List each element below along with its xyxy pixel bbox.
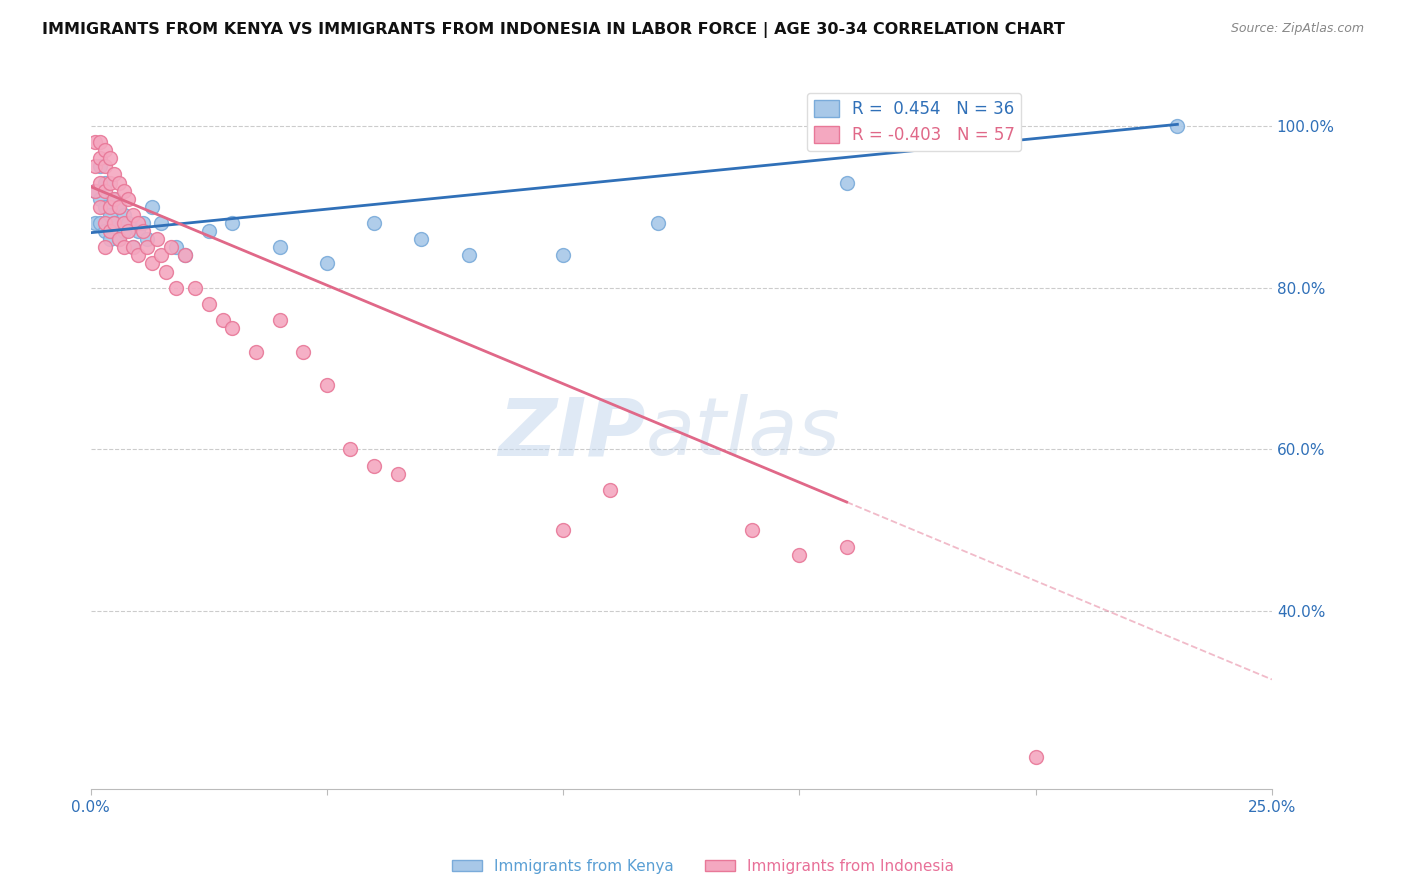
Point [103,216,125,230]
Point [94,240,117,254]
Legend: R =  0.454   N = 36, R = -0.403   N = 57: R = 0.454 N = 36, R = -0.403 N = 57 [807,93,1021,151]
Point [94,200,117,214]
Point [221,216,243,230]
Point [553,248,575,262]
Point [117,216,139,230]
Point [131,216,153,230]
Point [197,224,219,238]
Point [103,192,125,206]
Point [1166,119,1188,133]
Point [789,548,811,562]
Point [89,192,111,206]
Point [165,281,187,295]
Text: IMMIGRANTS FROM KENYA VS IMMIGRANTS FROM INDONESIA IN LABOR FORCE | AGE 30-34 CO: IMMIGRANTS FROM KENYA VS IMMIGRANTS FROM… [42,22,1066,38]
Point [84,216,107,230]
Point [150,248,173,262]
Point [98,208,121,222]
Text: atlas: atlas [645,394,841,472]
Point [94,143,117,157]
Point [89,160,111,174]
Point [1025,749,1047,764]
Point [131,224,153,238]
Point [84,184,107,198]
Point [269,240,291,254]
Point [89,216,111,230]
Point [150,216,173,230]
Point [122,240,145,254]
Point [108,232,131,246]
Point [122,208,145,222]
Point [339,442,361,457]
Point [89,176,111,190]
Point [117,192,139,206]
Point [269,313,291,327]
Point [174,248,197,262]
Point [98,151,121,165]
Point [108,176,131,190]
Point [741,524,763,538]
Point [292,345,315,359]
Point [411,232,433,246]
Point [103,216,125,230]
Point [141,256,163,270]
Point [136,232,159,246]
Text: ZIP: ZIP [499,394,645,472]
Point [122,240,145,254]
Point [315,256,337,270]
Point [89,135,111,149]
Point [387,467,409,481]
Point [103,192,125,206]
Point [98,176,121,190]
Point [89,151,111,165]
Point [94,184,117,198]
Point [835,176,858,190]
Point [183,281,205,295]
Point [155,264,177,278]
Point [112,224,135,238]
Point [108,200,131,214]
Point [363,458,385,473]
Point [94,176,117,190]
Point [212,313,235,327]
Point [363,216,385,230]
Point [84,135,107,149]
Point [112,208,135,222]
Point [98,224,121,238]
Point [84,160,107,174]
Point [112,184,135,198]
Point [98,200,121,214]
Point [94,224,117,238]
Legend: Immigrants from Kenya, Immigrants from Indonesia: Immigrants from Kenya, Immigrants from I… [446,853,960,880]
Point [553,524,575,538]
Point [84,184,107,198]
Point [117,224,139,238]
Point [108,200,131,214]
Point [136,240,159,254]
Point [94,216,117,230]
Point [108,232,131,246]
Point [197,297,219,311]
Point [315,377,337,392]
Point [127,248,149,262]
Point [599,483,621,497]
Point [89,200,111,214]
Point [160,240,183,254]
Point [835,540,858,554]
Point [457,248,479,262]
Point [245,345,267,359]
Point [127,224,149,238]
Point [145,232,167,246]
Point [103,168,125,182]
Point [174,248,197,262]
Point [94,160,117,174]
Point [98,232,121,246]
Point [221,321,243,335]
Text: Source: ZipAtlas.com: Source: ZipAtlas.com [1230,22,1364,36]
Point [127,216,149,230]
Point [112,216,135,230]
Point [112,240,135,254]
Point [165,240,187,254]
Point [647,216,669,230]
Point [141,200,163,214]
